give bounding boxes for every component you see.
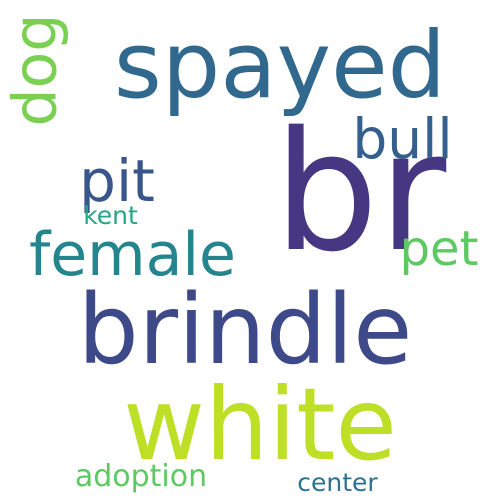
word-female: female <box>29 220 236 290</box>
word-white: white <box>123 366 397 483</box>
word-bull: bull <box>352 107 453 171</box>
word-center: center <box>297 468 378 497</box>
word-br: br <box>273 96 447 288</box>
word-dog: dog <box>0 13 71 127</box>
word-brindle: brindle <box>77 274 413 386</box>
word-pit: pit <box>79 147 155 215</box>
word-spayed: spayed <box>113 12 447 119</box>
word-adoption: adoption <box>74 459 208 494</box>
word-pet: pet <box>399 221 479 277</box>
word-kent: kent <box>83 201 138 230</box>
